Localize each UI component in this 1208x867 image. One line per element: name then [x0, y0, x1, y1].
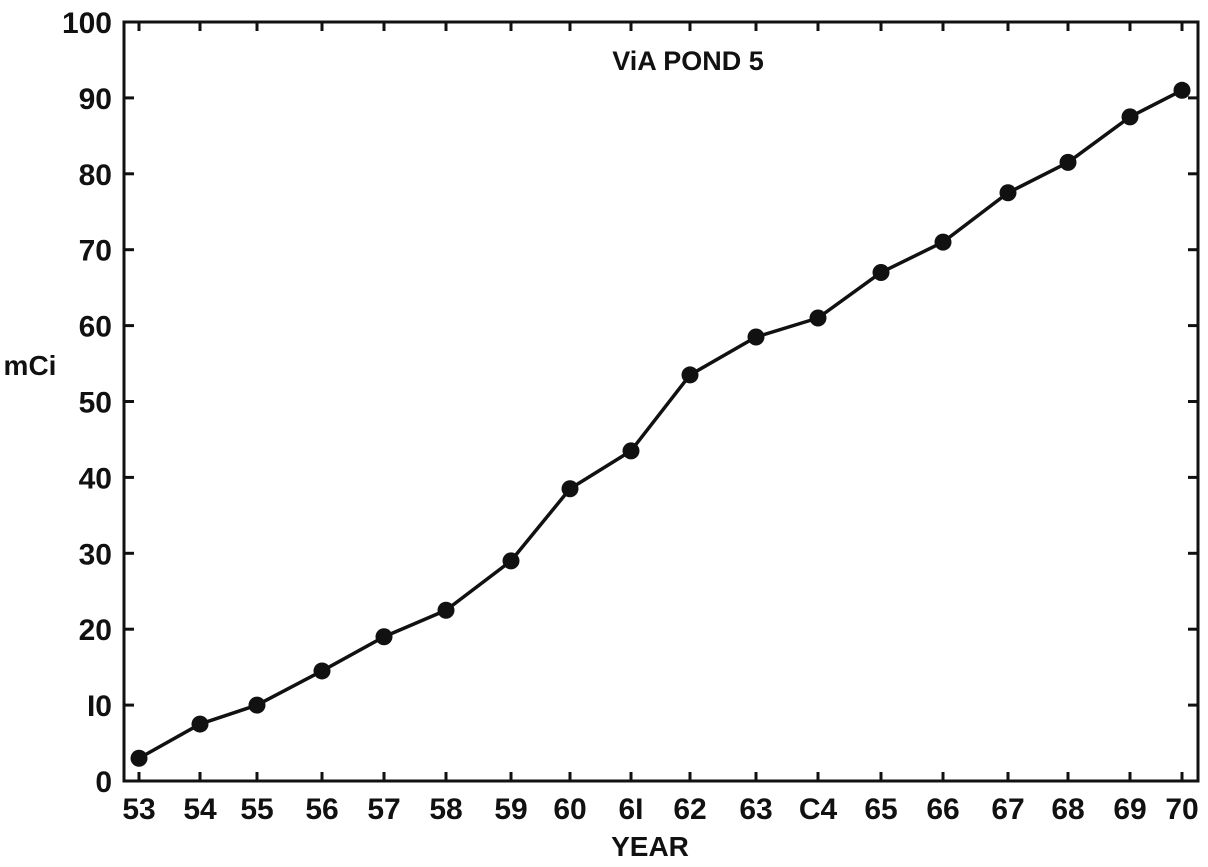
x-tick-label: 67 [991, 793, 1024, 826]
y-axis-title: mCi [4, 350, 57, 381]
data-point [561, 480, 579, 498]
y-tick-label: I0 [87, 690, 112, 723]
y-tick-label: 60 [79, 311, 112, 344]
y-tick-label: 90 [79, 83, 112, 116]
x-axis-title: YEAR [611, 831, 689, 862]
data-point [437, 601, 455, 619]
y-tick-labels: 0 I0 20 30 40 50 60 70 80 90 100 [62, 7, 112, 799]
y-tick-label: 100 [62, 7, 112, 40]
data-point [1059, 153, 1077, 171]
data-point [313, 662, 331, 680]
data-point [872, 263, 890, 281]
plot-frame [122, 20, 1200, 783]
x-tick-label: 62 [673, 793, 706, 826]
y-tick-label: 50 [79, 387, 112, 420]
data-point [1121, 108, 1139, 126]
x-tick-label: 56 [305, 793, 338, 826]
data-point [191, 715, 209, 733]
data-point [1173, 81, 1191, 99]
y-tick-label: 40 [79, 462, 112, 495]
y-tick-label: 20 [79, 614, 112, 647]
axis-ticks [124, 20, 1198, 783]
x-tick-label: 53 [122, 793, 155, 826]
chart-title: ViA POND 5 [612, 46, 764, 76]
x-tick-label: 55 [240, 793, 273, 826]
x-tick-label: 68 [1051, 793, 1084, 826]
y-tick-label: 80 [79, 159, 112, 192]
y-tick-label: 70 [79, 235, 112, 268]
x-tick-label: 57 [367, 793, 400, 826]
x-tick-label: 66 [926, 793, 959, 826]
data-point [809, 309, 827, 327]
data-points [130, 81, 1191, 767]
x-tick-label: C4 [799, 793, 838, 826]
y-tick-label: 30 [79, 538, 112, 571]
data-point [681, 366, 699, 384]
x-tick-label: 60 [553, 793, 586, 826]
data-point [747, 328, 765, 346]
data-point [375, 628, 393, 646]
data-point [999, 184, 1017, 202]
data-point [622, 442, 640, 460]
x-tick-label: 54 [183, 793, 217, 826]
x-tick-label: 58 [429, 793, 462, 826]
x-tick-label: 69 [1113, 793, 1146, 826]
x-tick-label: 63 [739, 793, 772, 826]
y-tick-label: 0 [95, 766, 112, 799]
data-point [502, 552, 520, 570]
x-tick-label: 6I [618, 793, 643, 826]
x-tick-label: 59 [494, 793, 527, 826]
x-tick-label: 65 [864, 793, 897, 826]
data-point [248, 696, 266, 714]
data-point [934, 233, 952, 251]
x-tick-label: 70 [1165, 793, 1198, 826]
data-point [130, 749, 148, 767]
series-line [138, 88, 1183, 760]
x-tick-labels: 53 54 55 56 57 58 59 60 6I 62 63 C4 65 66 67 68 69 70 [122, 793, 1198, 826]
